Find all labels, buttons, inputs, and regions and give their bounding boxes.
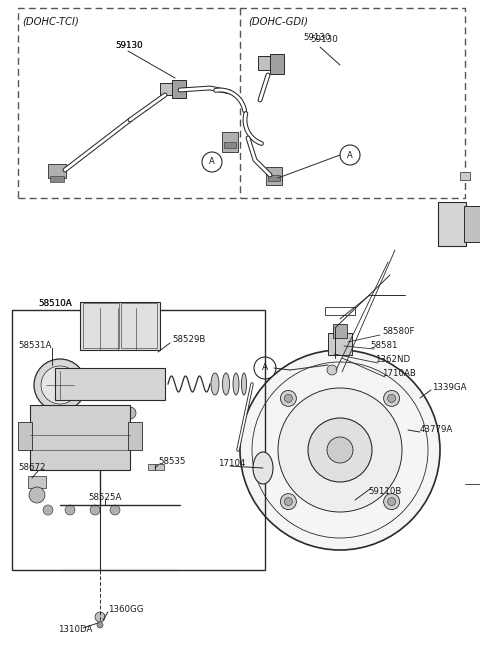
Ellipse shape bbox=[223, 373, 229, 395]
Circle shape bbox=[34, 359, 86, 411]
Circle shape bbox=[384, 390, 400, 406]
Text: 17104: 17104 bbox=[218, 459, 245, 468]
Text: 59130: 59130 bbox=[115, 41, 143, 49]
Bar bbox=[270, 54, 284, 74]
Circle shape bbox=[41, 366, 79, 404]
Circle shape bbox=[65, 505, 75, 515]
Text: (DOHC-TCI): (DOHC-TCI) bbox=[22, 17, 79, 27]
Text: 58510A: 58510A bbox=[38, 298, 72, 308]
Text: 58580F: 58580F bbox=[382, 327, 415, 337]
Circle shape bbox=[280, 390, 296, 406]
Text: A: A bbox=[209, 157, 215, 167]
Bar bbox=[48, 164, 66, 178]
Text: 58510A: 58510A bbox=[38, 298, 72, 308]
Circle shape bbox=[308, 418, 372, 482]
Text: 59130: 59130 bbox=[115, 41, 143, 49]
Ellipse shape bbox=[211, 373, 219, 395]
Circle shape bbox=[384, 493, 400, 510]
Circle shape bbox=[97, 622, 103, 628]
Circle shape bbox=[29, 487, 45, 503]
Bar bbox=[28, 476, 46, 488]
Circle shape bbox=[240, 350, 440, 550]
Bar bbox=[268, 175, 280, 181]
Bar bbox=[160, 83, 180, 95]
Bar bbox=[18, 422, 32, 450]
Bar bbox=[50, 176, 64, 182]
Text: 59130: 59130 bbox=[310, 35, 338, 45]
Circle shape bbox=[94, 407, 106, 419]
Bar bbox=[258, 56, 278, 70]
Bar bbox=[172, 80, 186, 98]
Bar bbox=[333, 324, 347, 338]
Text: 58672: 58672 bbox=[18, 464, 46, 472]
Bar bbox=[128, 422, 142, 450]
Bar bbox=[30, 405, 130, 470]
Bar bbox=[328, 333, 352, 355]
Ellipse shape bbox=[233, 373, 239, 395]
Bar bbox=[222, 132, 238, 152]
Text: (DOHC-GDI): (DOHC-GDI) bbox=[248, 17, 308, 27]
Bar bbox=[224, 142, 236, 148]
Circle shape bbox=[110, 505, 120, 515]
Text: 58581: 58581 bbox=[370, 342, 397, 350]
Text: 58525A: 58525A bbox=[88, 493, 121, 502]
Bar bbox=[55, 368, 165, 400]
Circle shape bbox=[280, 493, 296, 510]
Text: 1710AB: 1710AB bbox=[382, 369, 416, 379]
Circle shape bbox=[388, 394, 396, 402]
Text: 59130: 59130 bbox=[303, 33, 330, 43]
Text: 58529B: 58529B bbox=[172, 335, 205, 344]
Bar bbox=[148, 464, 164, 470]
Bar bbox=[80, 302, 160, 350]
Circle shape bbox=[90, 505, 100, 515]
Circle shape bbox=[284, 394, 292, 402]
Ellipse shape bbox=[241, 373, 247, 395]
Circle shape bbox=[124, 407, 136, 419]
Text: A: A bbox=[262, 363, 268, 373]
Bar bbox=[464, 206, 480, 242]
Bar bbox=[12, 310, 265, 570]
Text: A: A bbox=[347, 150, 353, 159]
Bar bbox=[325, 307, 355, 315]
Circle shape bbox=[254, 357, 276, 379]
Text: 1360GG: 1360GG bbox=[108, 605, 144, 615]
Text: 59110B: 59110B bbox=[368, 487, 401, 497]
Circle shape bbox=[388, 498, 396, 506]
Ellipse shape bbox=[253, 452, 273, 484]
Bar bbox=[460, 172, 470, 180]
Text: 1339GA: 1339GA bbox=[432, 384, 467, 392]
Circle shape bbox=[278, 388, 402, 512]
Circle shape bbox=[95, 612, 105, 622]
Circle shape bbox=[43, 505, 53, 515]
Circle shape bbox=[327, 437, 353, 463]
Circle shape bbox=[327, 365, 337, 375]
Bar bbox=[121, 303, 157, 348]
Circle shape bbox=[284, 498, 292, 506]
Text: 58535: 58535 bbox=[158, 457, 185, 466]
Circle shape bbox=[202, 152, 222, 172]
Text: 1362ND: 1362ND bbox=[375, 356, 410, 365]
Bar bbox=[83, 303, 119, 348]
Text: 1310DA: 1310DA bbox=[58, 626, 92, 634]
Text: 43779A: 43779A bbox=[420, 426, 453, 434]
Circle shape bbox=[69, 407, 81, 419]
Bar bbox=[18, 8, 465, 198]
Text: 58531A: 58531A bbox=[18, 340, 51, 350]
Bar bbox=[266, 167, 282, 185]
Circle shape bbox=[340, 145, 360, 165]
Bar bbox=[438, 202, 466, 246]
